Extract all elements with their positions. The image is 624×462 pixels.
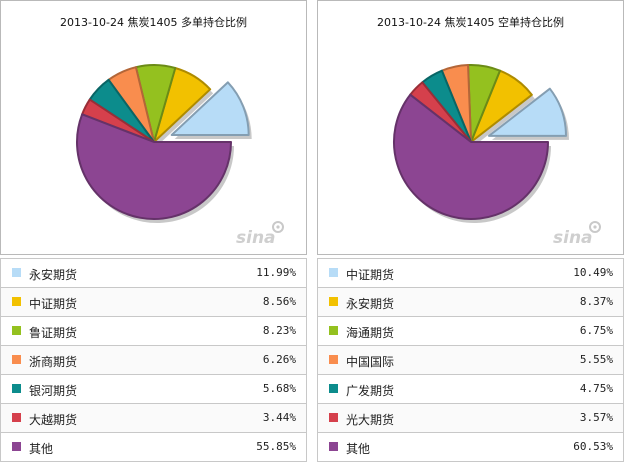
legend-row: 中证期货 8.56%: [0, 288, 307, 317]
legend-row: 其他 60.53%: [317, 433, 624, 462]
legend-label: 中国国际: [346, 355, 395, 369]
legend-row: 其他 55.85%: [0, 433, 307, 462]
legend-label: 永安期货: [29, 268, 78, 282]
pie-chart: [393, 64, 569, 223]
legend-swatch: [12, 442, 21, 451]
short-position-chart: 2013-10-24 焦炭1405 空单持仓比例 sina: [317, 0, 624, 255]
legend-swatch: [329, 297, 338, 306]
legend-value: 6.26%: [262, 353, 296, 366]
legend-swatch: [12, 268, 21, 277]
long-position-panel: 2013-10-24 焦炭1405 多单持仓比例 sina 永安期货 11.99%…: [0, 0, 307, 462]
legend-table: 永安期货 11.99% 中证期货 8.56% 鲁证期货 8.23% 浙商期货 6.26% 银河期…: [0, 258, 307, 462]
legend-table: 中证期货 10.49% 永安期货 8.37% 海通期货 6.75% 中国国际 5.55% 广发期…: [317, 258, 624, 462]
legend-label: 鲁证期货: [29, 326, 78, 340]
legend-swatch: [329, 355, 338, 364]
legend-value: 8.23%: [262, 324, 296, 337]
pie-slice: [393, 93, 549, 220]
legend-swatch: [329, 384, 338, 393]
legend-label: 银河期货: [29, 384, 78, 398]
legend-value: 55.85%: [256, 440, 296, 453]
legend-label: 海通期货: [346, 326, 395, 340]
legend-value: 5.68%: [262, 382, 296, 395]
chart-title: 2013-10-24 焦炭1405 空单持仓比例: [377, 16, 564, 29]
legend-label: 永安期货: [346, 297, 395, 311]
legend-row: 银河期货 5.68%: [0, 375, 307, 404]
legend-swatch: [12, 297, 21, 306]
legend-row: 中证期货 10.49%: [317, 258, 624, 288]
sina-logo-icon: sina: [236, 221, 284, 248]
svg-text:sina: sina: [236, 228, 276, 248]
legend-swatch: [329, 413, 338, 422]
legend-row: 中国国际 5.55%: [317, 346, 624, 375]
legend-swatch: [329, 442, 338, 451]
legend-row: 光大期货 3.57%: [317, 404, 624, 433]
legend-value: 60.53%: [573, 440, 613, 453]
legend-value: 3.57%: [579, 411, 613, 424]
legend-row: 海通期货 6.75%: [317, 317, 624, 346]
legend-label: 光大期货: [346, 413, 395, 427]
sina-logo-icon: sina: [553, 221, 601, 248]
legend-value: 6.75%: [579, 324, 613, 337]
chart-title: 2013-10-24 焦炭1405 多单持仓比例: [60, 16, 247, 29]
legend-label: 大越期货: [29, 413, 78, 427]
pie-slice: [76, 113, 232, 220]
long-position-chart: 2013-10-24 焦炭1405 多单持仓比例 sina: [0, 0, 307, 255]
legend-value: 5.55%: [579, 353, 613, 366]
legend-row: 大越期货 3.44%: [0, 404, 307, 433]
pie-chart: [76, 64, 252, 223]
legend-swatch: [329, 268, 338, 277]
legend-swatch: [12, 326, 21, 335]
legend-row: 浙商期货 6.26%: [0, 346, 307, 375]
legend-value: 10.49%: [573, 266, 613, 279]
legend-label: 其他: [29, 442, 54, 456]
legend-label: 其他: [346, 442, 371, 456]
legend-value: 11.99%: [256, 266, 296, 279]
legend-value: 8.56%: [262, 295, 296, 308]
legend-row: 广发期货 4.75%: [317, 375, 624, 404]
legend-swatch: [329, 326, 338, 335]
legend-row: 鲁证期货 8.23%: [0, 317, 307, 346]
legend-value: 3.44%: [262, 411, 296, 424]
pie-slice: [170, 81, 250, 137]
legend-swatch: [12, 355, 21, 364]
legend-label: 广发期货: [346, 384, 395, 398]
legend-row: 永安期货 11.99%: [0, 258, 307, 288]
legend-label: 中证期货: [29, 297, 78, 311]
legend-row: 永安期货 8.37%: [317, 288, 624, 317]
legend-swatch: [12, 413, 21, 422]
svg-text:sina: sina: [553, 228, 593, 248]
short-position-panel: 2013-10-24 焦炭1405 空单持仓比例 sina 中证期货 10.49%…: [317, 0, 624, 462]
legend-value: 8.37%: [579, 295, 613, 308]
legend-label: 中证期货: [346, 268, 395, 282]
legend-swatch: [12, 384, 21, 393]
pie-slice: [487, 87, 567, 137]
legend-label: 浙商期货: [29, 355, 78, 369]
legend-value: 4.75%: [579, 382, 613, 395]
